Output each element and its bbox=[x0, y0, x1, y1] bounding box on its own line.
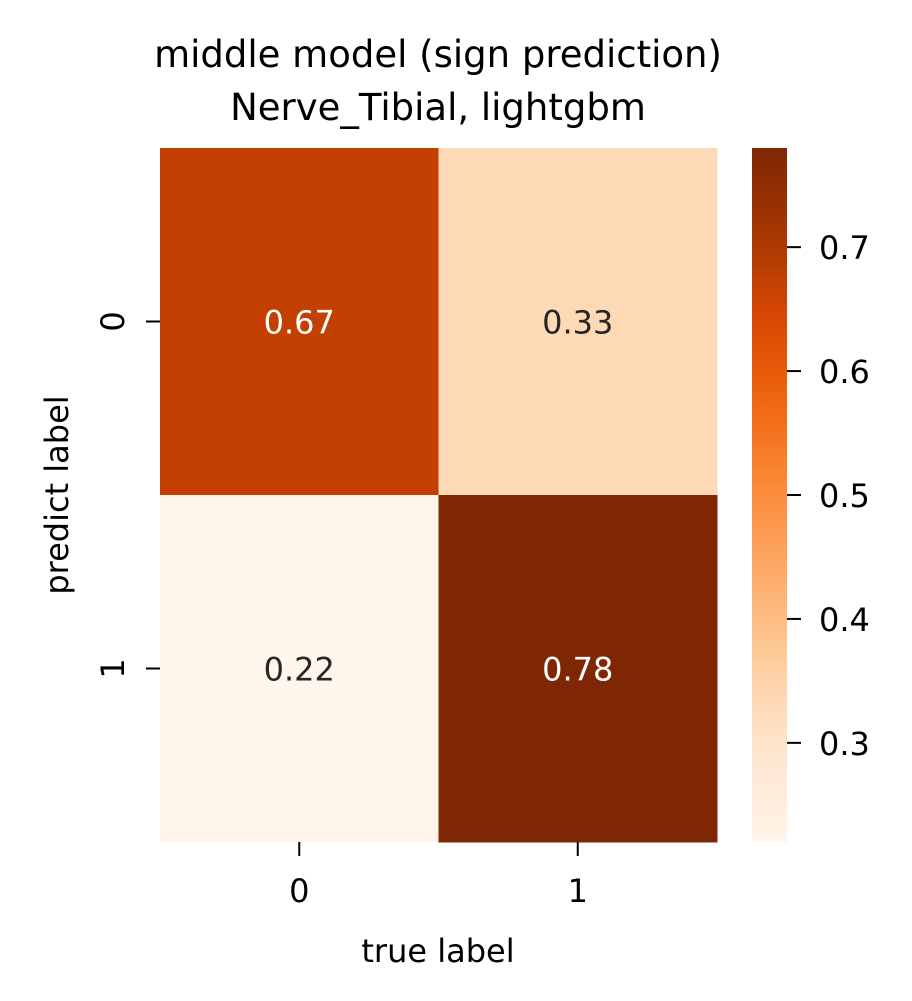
heatmap-cell bbox=[438, 495, 718, 843]
colorbar-tick-label: 0.3 bbox=[819, 725, 870, 763]
colorbar-tick-label: 0.6 bbox=[819, 353, 870, 391]
x-axis-label: true label bbox=[361, 932, 514, 970]
cell-value-label: 0.67 bbox=[264, 304, 335, 342]
colorbar-tick-label: 0.4 bbox=[819, 601, 870, 639]
colorbar-tick-label: 0.7 bbox=[819, 229, 870, 267]
heatmap-cells bbox=[160, 148, 718, 843]
cell-value-label: 0.33 bbox=[542, 304, 613, 342]
cell-value-label: 0.22 bbox=[264, 651, 335, 689]
y-axis-label: predict label bbox=[38, 395, 76, 594]
heatmap-cell bbox=[438, 148, 718, 496]
heatmap-cell bbox=[160, 148, 439, 496]
y-axis: 01 bbox=[94, 311, 160, 679]
x-tick-label: 1 bbox=[568, 872, 588, 910]
x-tick-label: 0 bbox=[289, 872, 309, 910]
cell-value-label: 0.78 bbox=[542, 651, 613, 689]
chart-subtitle: Nerve_Tibial, lightgbm bbox=[230, 86, 646, 129]
heatmap-cell bbox=[160, 495, 439, 843]
colorbar-tick-label: 0.5 bbox=[819, 477, 870, 515]
colorbar bbox=[752, 148, 787, 842]
heatmap-annotations: 0.67 0.33 0.22 0.78 bbox=[264, 304, 614, 689]
y-tick-label: 0 bbox=[94, 311, 132, 331]
chart-title: middle model (sign prediction) bbox=[154, 33, 722, 76]
y-tick-label: 1 bbox=[94, 658, 132, 678]
colorbar-ticks: 0.3 0.4 0.5 0.6 0.7 bbox=[787, 229, 870, 763]
